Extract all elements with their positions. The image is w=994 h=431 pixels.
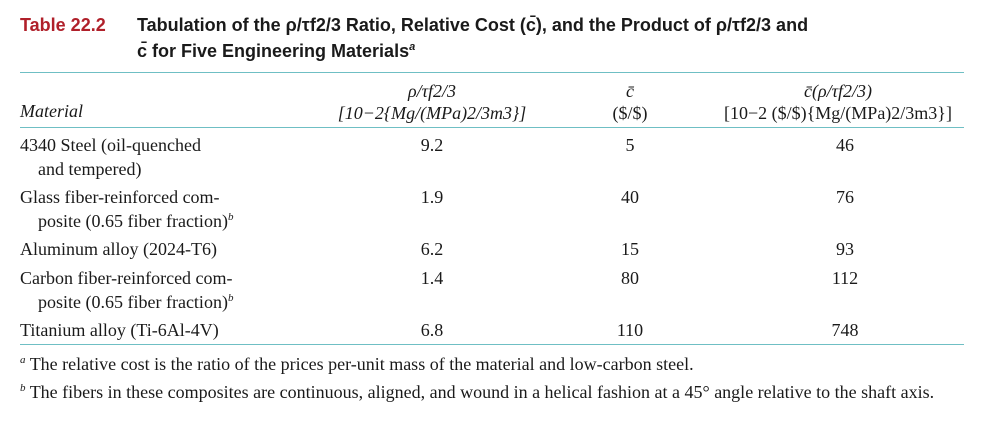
footnote-a: a The relative cost is the ratio of the … (20, 352, 970, 376)
header-product-line1: c̄(ρ/τf2/3) (803, 81, 873, 101)
cell-product: 76 (836, 187, 854, 207)
table-row-material: Glass fiber-reinforced com- posite (0.65… (20, 185, 320, 233)
table-label: Table 22.2 (20, 15, 106, 35)
cell-product: 46 (836, 135, 854, 155)
table-title-line1: Tabulation of the ρ/τf2/3 Ratio, Relativ… (137, 15, 809, 35)
table-title-line2: c̄ for Five Engineering Materialsa (137, 38, 977, 64)
material-name-cont-text: posite (0.65 fiber fraction) (38, 211, 228, 231)
material-name: Titanium alloy (Ti-6Al-4V) (20, 320, 219, 340)
material-name: Aluminum alloy (2024-T6) (20, 239, 217, 259)
table-row-material: 4340 Steel (oil-quenched and tempered) (20, 133, 320, 181)
header-product-line2: [10−2 ($/$){Mg/(MPa)2/3m3}] (724, 103, 952, 123)
top-rule (20, 72, 964, 73)
cell-ratio: 6.8 (420, 320, 444, 340)
footnote-mark-b: b (227, 211, 234, 223)
header-ratio-line1: ρ/τf2/3 (407, 81, 457, 101)
header-ratio-line2: [10−2{Mg/(MPa)2/3m3}] (337, 103, 527, 123)
footnote-a-text: The relative cost is the ratio of the pr… (29, 354, 694, 374)
header-product: c̄(ρ/τf2/3) [10−2 ($/$){Mg/(MPa)2/3m3}] (712, 80, 964, 124)
cell-cost: 15 (621, 239, 639, 259)
material-name-cont-text: posite (0.65 fiber fraction) (38, 292, 228, 312)
footnote-mark-b: b (227, 292, 234, 304)
header-cost-line2: ($/$) (612, 103, 648, 123)
cell-product: 748 (831, 320, 859, 340)
footnote-b-text: The fibers in these composites are conti… (29, 382, 935, 402)
header-ratio: ρ/τf2/3 [10−2{Mg/(MPa)2/3m3}] (332, 80, 532, 124)
bottom-rule (20, 344, 964, 345)
material-name: Glass fiber-reinforced com- (20, 187, 220, 207)
cell-ratio: 1.4 (420, 268, 444, 288)
header-cost: c̄ ($/$) (580, 80, 680, 124)
material-name-cont: posite (0.65 fiber fraction)b (20, 209, 320, 233)
cell-ratio: 1.9 (420, 187, 444, 207)
cell-ratio: 6.2 (420, 239, 444, 259)
footnote-b: b The fibers in these composites are con… (20, 380, 970, 404)
material-name-cont: posite (0.65 fiber fraction)b (20, 290, 320, 314)
material-name-cont: and tempered) (38, 159, 142, 179)
cell-cost: 40 (621, 187, 639, 207)
cell-cost: 5 (625, 135, 635, 155)
cell-product: 93 (836, 239, 854, 259)
header-rule (20, 127, 964, 128)
table-row-material: Titanium alloy (Ti-6Al-4V) (20, 318, 320, 342)
table-title: Tabulation of the ρ/τf2/3 Ratio, Relativ… (137, 12, 977, 64)
material-name: 4340 Steel (oil-quenched (20, 135, 201, 155)
table-row-material: Aluminum alloy (2024-T6) (20, 237, 320, 261)
table-row-material: Carbon fiber-reinforced com- posite (0.6… (20, 266, 320, 314)
cell-ratio: 9.2 (420, 135, 444, 155)
header-cost-line1: c̄ (626, 81, 634, 101)
footnote-b-mark: b (20, 382, 26, 394)
cell-cost: 110 (616, 320, 644, 340)
material-name: Carbon fiber-reinforced com- (20, 268, 233, 288)
table-title-line2-text: c̄ for Five Engineering Materials (137, 41, 410, 61)
cell-product: 112 (831, 268, 859, 288)
footnote-mark-a: a (409, 41, 416, 53)
header-material: Material (20, 101, 83, 121)
cell-cost: 80 (621, 268, 639, 288)
footnote-a-mark: a (20, 354, 26, 366)
